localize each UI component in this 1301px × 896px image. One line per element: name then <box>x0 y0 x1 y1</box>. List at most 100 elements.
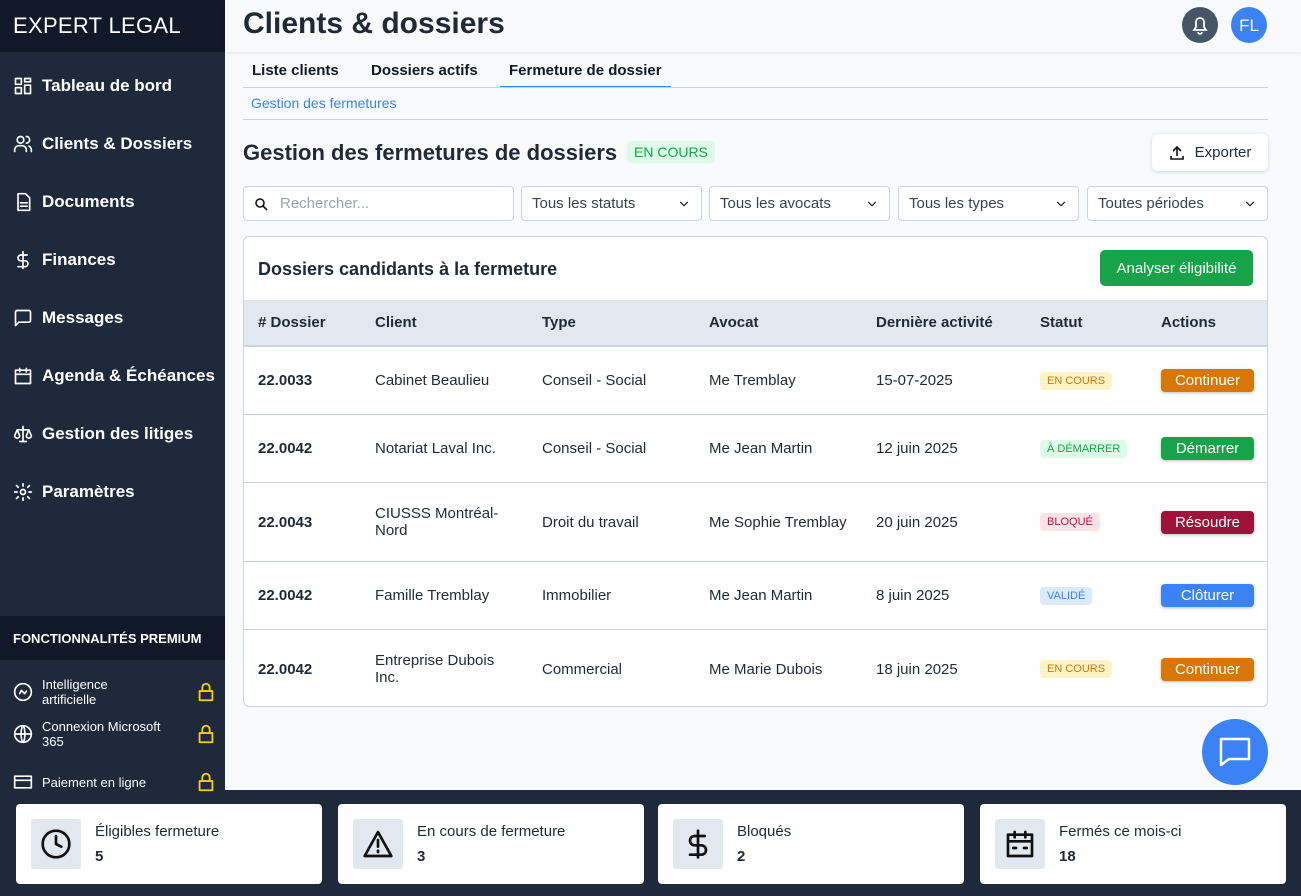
search-icon <box>255 197 268 211</box>
icon-svg <box>13 135 33 153</box>
filter-select[interactable]: Tous les statuts <box>521 186 702 221</box>
nav-item[interactable]: Finances <box>0 240 225 280</box>
stat-text: Fermés ce mois-ci 18 <box>1059 823 1182 865</box>
column-header: Statut <box>1040 314 1083 331</box>
analyse-button[interactable]: Analyser éligibilité <box>1100 250 1253 286</box>
export-icon <box>1169 145 1184 160</box>
icon-svg <box>867 201 877 206</box>
cell: 22.0043 <box>258 513 313 531</box>
nav-item[interactable]: Agenda & Échéances <box>0 356 225 396</box>
icon <box>13 724 33 744</box>
icon <box>13 250 33 270</box>
cell: 22.0033 <box>258 372 313 389</box>
cell: 12 juin 2025 <box>876 440 958 457</box>
avatar[interactable] <box>1231 7 1267 43</box>
stat-text: En cours de fermeture 3 <box>417 823 565 865</box>
icon-svg <box>363 830 393 858</box>
filter-select[interactable]: Toutes périodes <box>1087 186 1268 221</box>
table-row: 22.0043 CIUSSS Montréal-Nord Droit du trav… <box>244 482 1267 561</box>
nav-item[interactable]: Paramètres <box>0 472 225 512</box>
export-button[interactable]: Exporter <box>1152 134 1268 171</box>
divider <box>243 87 1268 88</box>
cell: Notariat Laval Inc. <box>375 440 496 457</box>
action-button[interactable]: Continuer <box>1161 657 1254 681</box>
stat-text: Bloqués 2 <box>737 823 791 865</box>
divider <box>243 119 1268 120</box>
filter-label: Tous les types <box>909 195 1005 212</box>
cell: 8 juin 2025 <box>876 587 950 604</box>
tab-active[interactable]: Fermeture de dossier <box>500 62 671 88</box>
nav-item[interactable]: Messages <box>0 298 225 338</box>
icon <box>13 76 33 96</box>
icon-svg <box>198 724 214 744</box>
breadcrumb[interactable]: Gestion des fermetures <box>251 95 397 111</box>
filter-label: Tous les statuts <box>532 195 636 212</box>
action-button[interactable]: Résoudre <box>1161 510 1254 534</box>
cell: Conseil - Social <box>542 372 647 389</box>
action-cell: Résoudre <box>1161 510 1267 534</box>
icon-svg <box>17 192 31 212</box>
action-button[interactable]: Continuer <box>1161 369 1254 392</box>
icon-svg <box>1245 201 1255 206</box>
filter-select[interactable]: Tous les avocats <box>709 186 890 221</box>
icon <box>13 366 33 386</box>
icon-svg <box>41 829 71 859</box>
cell: Cabinet Beaulieu <box>375 372 490 389</box>
nav-item[interactable]: Tableau de bord <box>0 66 225 106</box>
status-badge: EN COURS <box>1040 371 1113 390</box>
premium-item[interactable]: Paiement en ligne <box>13 772 223 792</box>
premium-label: Connexion Microsoft 365 <box>42 719 161 749</box>
premium-title: FONCTIONNALITÉS PREMIUM <box>0 616 225 660</box>
icon <box>13 482 33 502</box>
action-button[interactable]: Clôturer <box>1161 584 1254 607</box>
cell: Me Marie Dubois <box>709 660 823 678</box>
filter-select[interactable]: Tous les types <box>898 186 1079 221</box>
cell: 22.0042 <box>258 587 313 604</box>
cell: Immobilier <box>542 587 612 604</box>
icon <box>195 681 217 703</box>
nav-item[interactable]: Gestion des litiges <box>0 414 225 454</box>
stat-value: 5 <box>95 848 104 865</box>
nav-label: Documents <box>42 192 135 211</box>
search-input[interactable]: Rechercher... <box>243 186 514 221</box>
tab[interactable]: Liste clients <box>252 62 339 79</box>
action-cell: Clôturer <box>1161 584 1267 607</box>
nav-item[interactable]: Clients & Dossiers <box>0 124 225 164</box>
page-title: Clients & dossiers <box>243 7 505 40</box>
cell: 22.0042 <box>258 660 313 678</box>
column-header: Client <box>375 314 417 331</box>
icon-svg <box>1006 830 1034 858</box>
tab[interactable]: Dossiers actifs <box>371 62 478 79</box>
bell-icon <box>1192 17 1208 35</box>
icon <box>682 828 714 860</box>
icon <box>13 772 33 792</box>
section-badge: EN COURS <box>627 141 715 163</box>
nav-item[interactable]: Documents <box>0 182 225 222</box>
icon-svg <box>13 482 33 502</box>
chat-button[interactable] <box>1202 719 1268 785</box>
stat-value: 2 <box>737 848 746 865</box>
status-badge: À DÉMARRER <box>1040 439 1128 458</box>
nav-label: Paramètres <box>42 482 135 501</box>
cell: Me Tremblay <box>709 372 796 389</box>
action-button[interactable]: Démarrer <box>1161 437 1254 460</box>
premium-item[interactable]: Connexion Microsoft 365 <box>13 719 223 749</box>
premium-item[interactable]: Intelligence artificielle <box>13 677 223 707</box>
cell: 18 juin 2025 <box>876 660 958 678</box>
bell-button[interactable] <box>1182 7 1218 43</box>
icon <box>1004 828 1036 860</box>
icon <box>1054 197 1068 211</box>
icon <box>195 723 217 745</box>
icon-svg <box>17 250 29 270</box>
brand: EXPERT LEGAL <box>0 0 225 52</box>
icon-svg <box>13 724 33 744</box>
cell: Conseil - Social <box>542 440 647 457</box>
icon-svg <box>198 772 214 792</box>
stat-icon <box>353 819 403 869</box>
cell: CIUSSS Montréal-Nord <box>375 505 499 539</box>
status-badge: VALIDÉ <box>1040 586 1093 605</box>
stat-icon <box>31 819 81 869</box>
stat-card: En cours de fermeture 3 <box>338 804 644 884</box>
cell: Entreprise Dubois Inc. <box>375 652 495 686</box>
